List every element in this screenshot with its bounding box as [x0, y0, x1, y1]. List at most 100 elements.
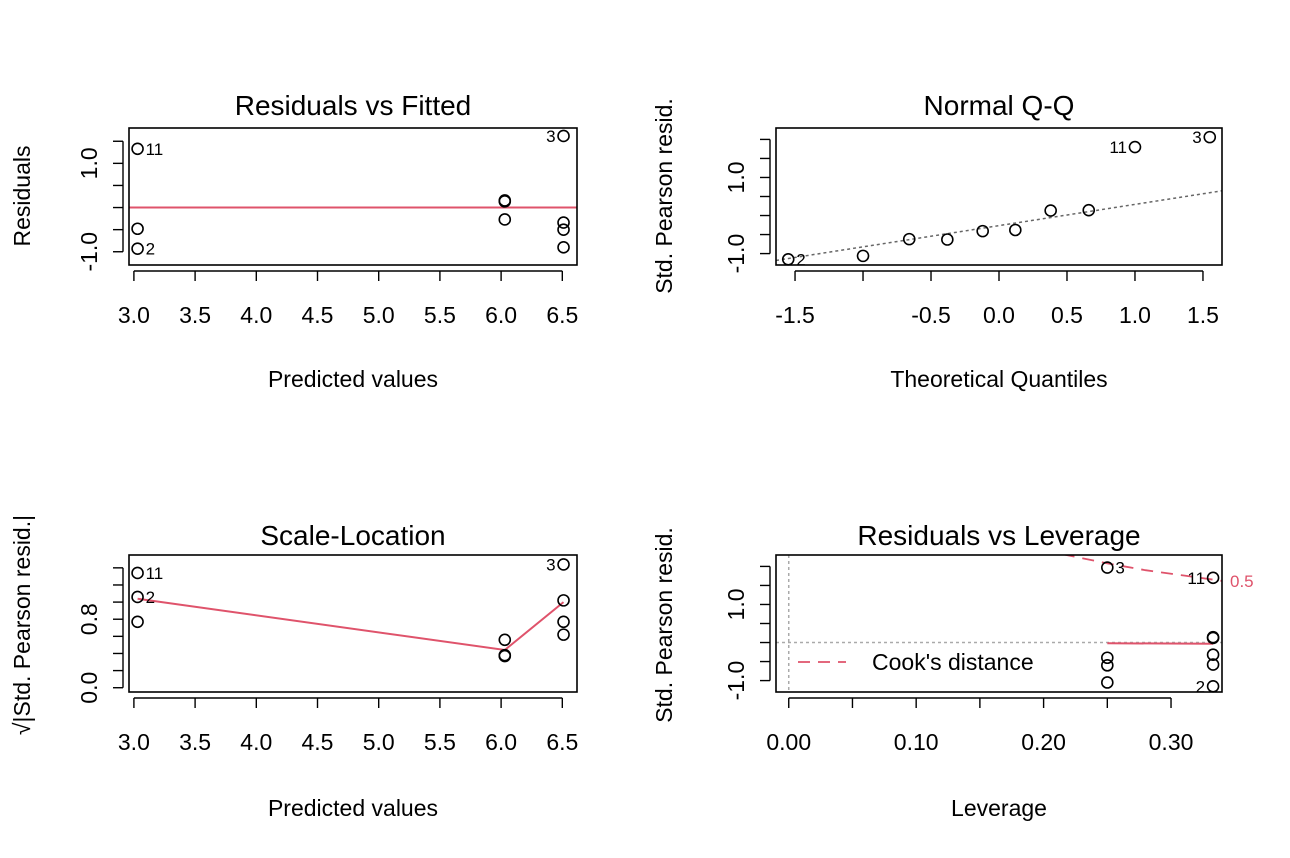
point-resid-fitted-5	[498, 213, 512, 226]
qq-line	[775, 190, 1223, 262]
point-resid-leverage-7	[1206, 648, 1220, 662]
point-resid-leverage-6	[1206, 631, 1220, 645]
point-resid-leverage-0	[1101, 561, 1114, 574]
xlabel-resid-leverage: Leverage	[951, 795, 1047, 821]
y-tick-label-resid-leverage-0: -1.0	[723, 661, 749, 701]
point-resid-fitted-8	[557, 223, 570, 236]
point-label-normal-qq-0: 2	[796, 250, 805, 269]
x-tick-label-normal-qq-3: 0.0	[983, 302, 1015, 328]
title-resid-fitted: Residuals vs Fitted	[235, 90, 472, 121]
x-tick-label-resid-leverage-2: 0.10	[894, 729, 939, 755]
cooks-contour-label: 0.5	[1230, 572, 1254, 591]
point-label-resid-fitted-0: 11	[146, 140, 164, 159]
point-label-normal-qq-8: 11	[1109, 138, 1127, 157]
plot-frame-resid-leverage	[775, 554, 1223, 693]
point-resid-leverage-1	[1101, 651, 1114, 665]
xlabel-resid-fitted: Predicted values	[268, 366, 438, 392]
y-tick-label-normal-qq-4: 1.0	[723, 161, 749, 193]
panel-resid-fitted: Residuals vs Fitted Predicted values Res…	[9, 90, 578, 392]
point-resid-leverage-9	[1206, 679, 1220, 693]
point-resid-fitted-4	[498, 195, 512, 208]
x-tick-label-normal-qq-4: 0.5	[1051, 302, 1083, 328]
y-tick-label-resid-leverage-4: 1.0	[723, 588, 749, 620]
point-resid-fitted-6	[557, 129, 570, 143]
x-tick-label-resid-fitted-0: 3.0	[118, 302, 150, 328]
x-tick-label-scale-location-3: 4.5	[302, 729, 334, 755]
x-tick-label-resid-fitted-5: 5.5	[424, 302, 456, 328]
point-scale-location-6	[557, 558, 570, 571]
x-tick-label-scale-location-6: 6.0	[485, 729, 517, 755]
ylabel-normal-qq: Std. Pearson resid.	[651, 98, 677, 294]
y-tick-label-normal-qq-0: -1.0	[723, 234, 749, 274]
x-tick-label-normal-qq-5: 1.0	[1119, 302, 1151, 328]
xlabel-normal-qq: Theoretical Quantiles	[890, 366, 1107, 392]
point-label-resid-fitted-6: 3	[546, 127, 555, 146]
point-scale-location-3	[498, 633, 512, 647]
point-normal-qq-2	[902, 232, 916, 246]
x-tick-label-scale-location-4: 5.0	[363, 729, 395, 755]
point-label-scale-location-0: 11	[146, 564, 164, 583]
point-normal-qq-6	[1044, 204, 1057, 217]
point-label-resid-leverage-0: 3	[1115, 559, 1124, 578]
point-label-scale-location-6: 3	[546, 555, 555, 574]
point-scale-location-7	[557, 594, 570, 607]
point-normal-qq-3	[941, 233, 954, 246]
x-tick-label-resid-leverage-6: 0.30	[1149, 729, 1194, 755]
x-tick-label-resid-leverage-4: 0.20	[1021, 729, 1066, 755]
title-scale-location: Scale-Location	[260, 520, 445, 551]
panel-scale-location: Scale-Location Predicted values √|Std. P…	[9, 515, 578, 821]
point-resid-leverage-2	[1101, 659, 1114, 672]
plot-frame-scale-location	[128, 554, 578, 693]
ylabel-resid-fitted: Residuals	[9, 146, 35, 247]
point-resid-fitted-1	[131, 222, 144, 236]
point-resid-leverage-4	[1206, 571, 1220, 585]
x-tick-label-resid-fitted-6: 6.0	[485, 302, 517, 328]
x-tick-label-normal-qq-6: 1.5	[1187, 302, 1219, 328]
y-tick-label-scale-location-0: 0.0	[76, 672, 102, 704]
point-resid-fitted-9	[557, 241, 570, 254]
x-tick-label-scale-location-0: 3.0	[118, 729, 150, 755]
point-resid-leverage-8	[1206, 658, 1220, 671]
y-tick-label-resid-fitted-0: -1.0	[76, 232, 102, 272]
point-scale-location-8	[557, 615, 570, 629]
x-tick-label-resid-fitted-2: 4.0	[240, 302, 272, 328]
point-label-scale-location-1: 2	[146, 588, 155, 607]
x-tick-label-scale-location-5: 5.5	[424, 729, 456, 755]
title-normal-qq: Normal Q-Q	[924, 90, 1075, 121]
x-tick-label-scale-location-7: 6.5	[546, 729, 578, 755]
x-tick-label-resid-fitted-7: 6.5	[546, 302, 578, 328]
plot-frame-resid-fitted	[128, 127, 578, 266]
point-normal-qq-1	[856, 249, 870, 263]
x-tick-label-scale-location-2: 4.0	[240, 729, 272, 755]
point-label-resid-leverage-9: 2	[1196, 677, 1205, 696]
point-label-resid-leverage-4: 11	[1187, 569, 1205, 588]
title-resid-leverage: Residuals vs Leverage	[857, 520, 1140, 551]
xlabel-scale-location: Predicted values	[268, 795, 438, 821]
point-scale-location-1	[131, 590, 144, 604]
point-scale-location-2	[131, 615, 144, 629]
point-label-normal-qq-9: 3	[1192, 128, 1201, 147]
panel-resid-leverage: Residuals vs Leverage Leverage Std. Pear…	[651, 520, 1254, 821]
ylabel-scale-location: √|Std. Pearson resid.|	[9, 515, 35, 735]
x-tick-label-normal-qq-0: -1.5	[775, 302, 815, 328]
ylabel-resid-leverage: Std. Pearson resid.	[651, 527, 677, 723]
point-scale-location-0	[131, 566, 144, 580]
point-label-resid-fitted-2: 2	[146, 240, 155, 259]
y-tick-label-resid-fitted-4: 1.0	[76, 147, 102, 179]
point-normal-qq-4	[976, 224, 989, 238]
x-tick-label-scale-location-1: 3.5	[179, 729, 211, 755]
point-normal-qq-9	[1203, 130, 1217, 144]
point-normal-qq-7	[1082, 203, 1096, 217]
point-scale-location-5	[498, 649, 512, 663]
point-resid-fitted-0	[131, 142, 144, 156]
panel-normal-qq: Normal Q-Q Theoretical Quantiles Std. Pe…	[651, 90, 1223, 392]
plot-frame-normal-qq	[775, 127, 1223, 266]
y-tick-label-scale-location-4: 0.8	[76, 603, 102, 635]
point-normal-qq-5	[1009, 223, 1022, 237]
x-tick-label-resid-leverage-0: 0.00	[766, 729, 811, 755]
x-tick-label-resid-fitted-1: 3.5	[179, 302, 211, 328]
x-tick-label-resid-fitted-3: 4.5	[302, 302, 334, 328]
point-resid-fitted-7	[557, 216, 570, 229]
x-tick-label-resid-fitted-4: 5.0	[363, 302, 395, 328]
